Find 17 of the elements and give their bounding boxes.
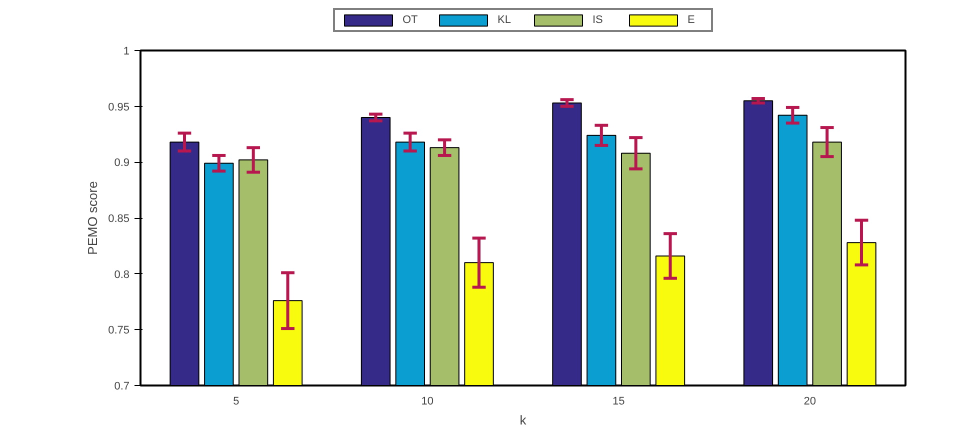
legend-label: IS: [592, 14, 604, 26]
x-tick-label: 10: [421, 396, 434, 408]
legend-label: OT: [402, 14, 419, 26]
x-tick-label: 5: [233, 396, 240, 408]
y-tick-label: 0.85: [108, 213, 130, 225]
x-tick-label: 20: [804, 396, 816, 408]
legend-label: E: [688, 14, 696, 26]
y-axis-title: PEMO score: [85, 181, 100, 255]
x-axis-title: k: [520, 412, 527, 428]
y-tick-label: 0.75: [108, 324, 130, 337]
y-tick-label: 0.8: [114, 268, 130, 281]
y-tick-label: 0.95: [108, 101, 130, 114]
y-tick-label: 0.9: [114, 157, 130, 170]
y-tick-label: 0.7: [114, 380, 130, 392]
x-tick-label: 15: [612, 396, 625, 408]
legend-label: KL: [498, 14, 512, 26]
y-tick-label: 1: [123, 46, 130, 58]
